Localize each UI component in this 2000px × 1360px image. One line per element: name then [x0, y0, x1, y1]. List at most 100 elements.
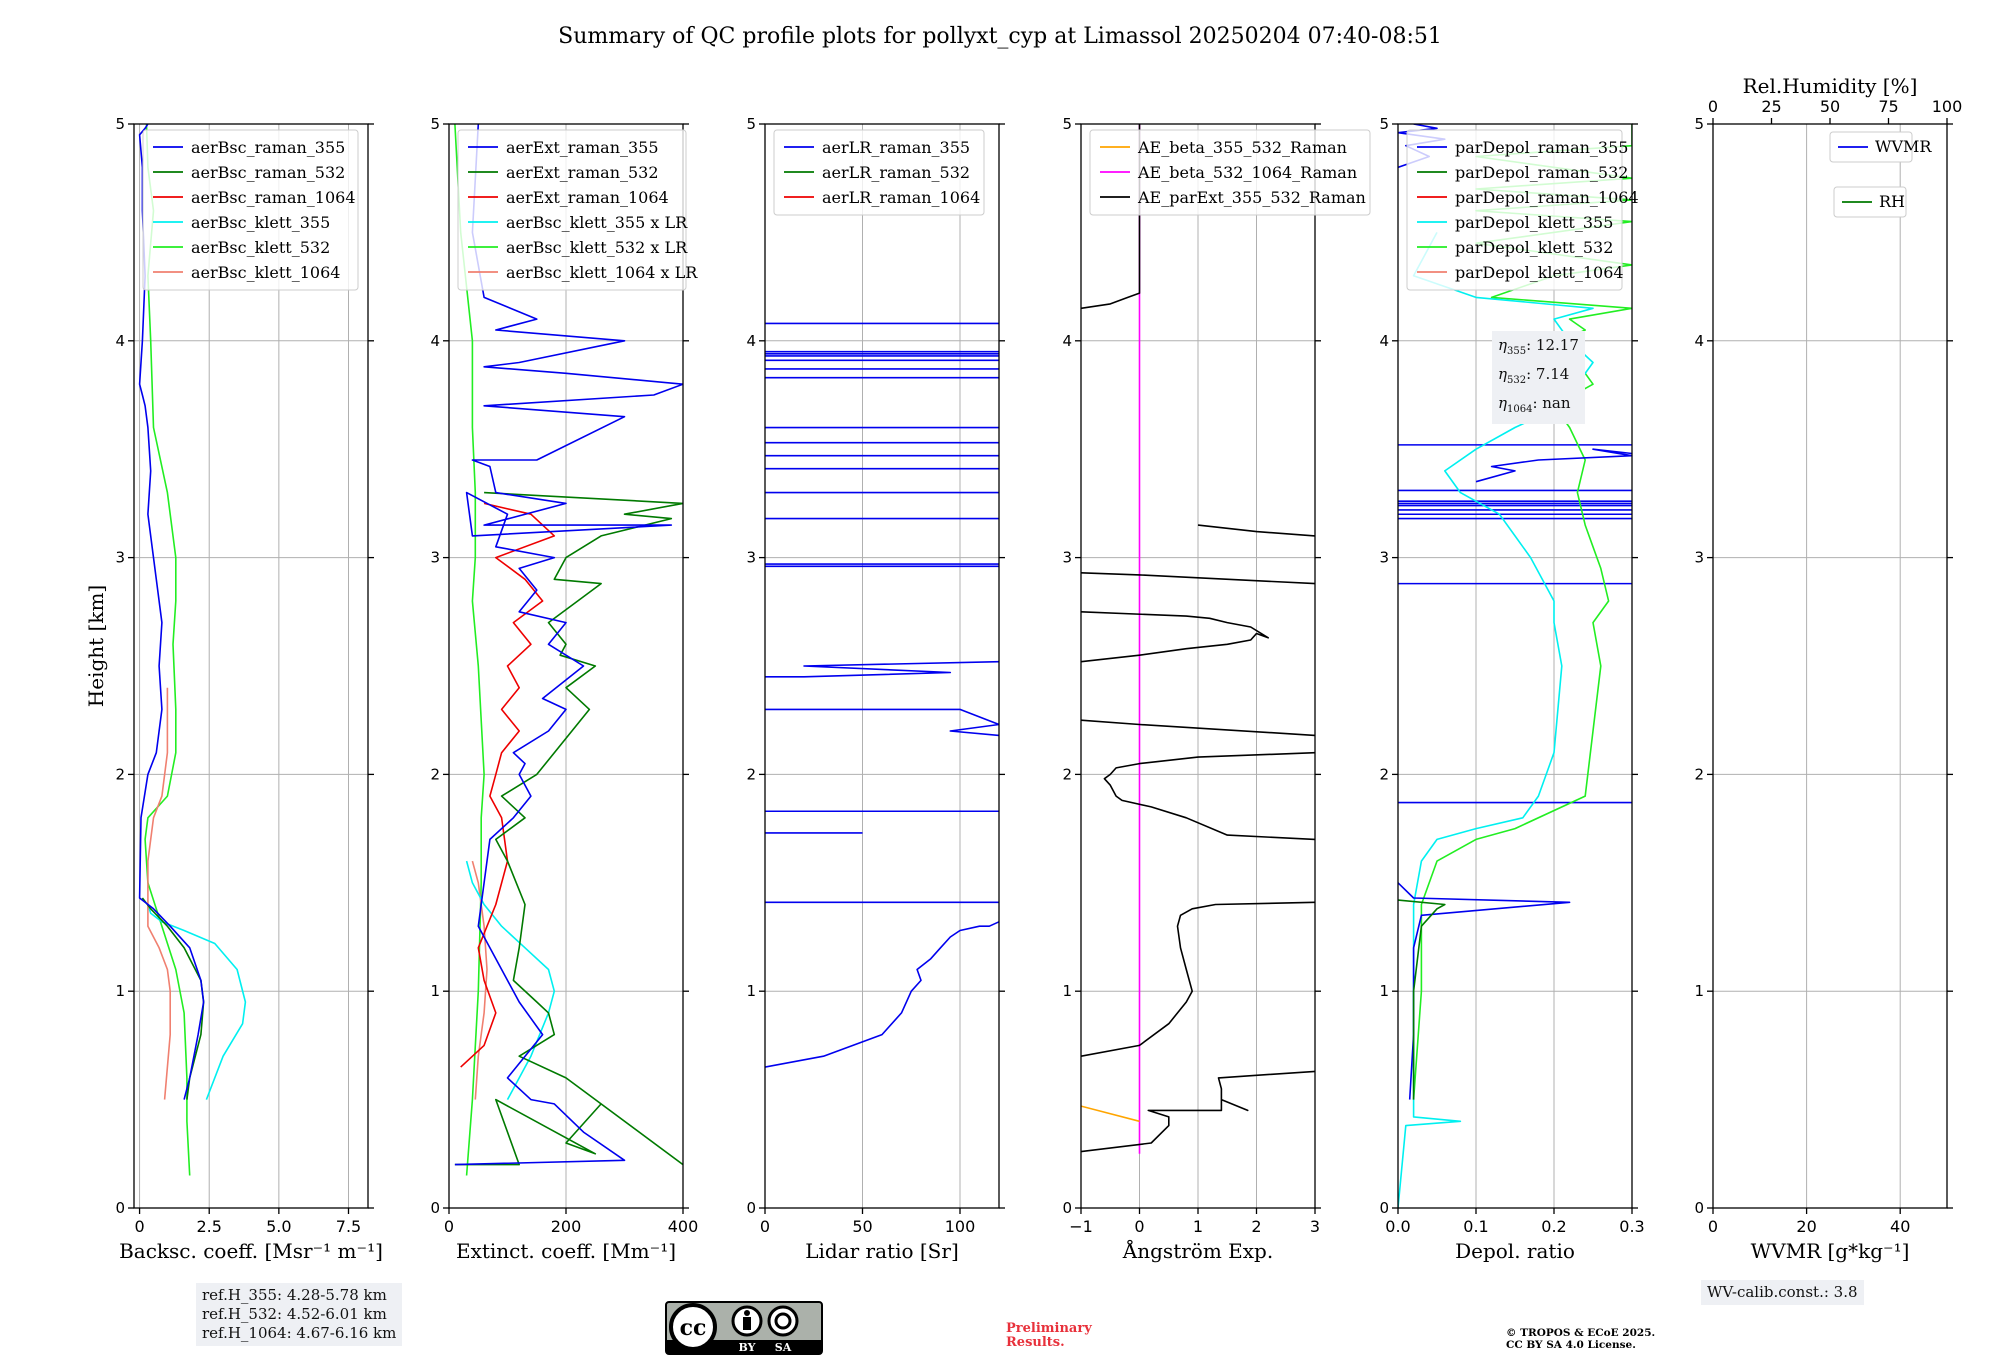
series-line-pardepol-raman-355: [1475, 448, 1632, 483]
legend-label: parDepol_raman_1064: [1455, 188, 1639, 207]
series-line-ae-parext-355-532-raman: [1081, 719, 1315, 737]
eta-532: η532: 7.14: [1498, 365, 1570, 386]
legend-depolarization: parDepol_raman_355 parDepol_raman_532 parD…: [1406, 129, 1639, 291]
sa-icon: [767, 1305, 799, 1337]
y-tick-label: 3: [430, 549, 440, 567]
x-tick-label: 0.3: [1619, 1217, 1644, 1236]
legend-label: aerBsc_klett_355: [191, 213, 330, 232]
top-tick-label: 50: [1820, 97, 1840, 116]
wv-calib-box: WV-calib.const.: 3.8: [1701, 1280, 1864, 1305]
x-tick-label: 50: [852, 1217, 872, 1236]
series-line-aerlr-raman-355: [765, 921, 999, 1068]
legend-label: aerBsc_klett_1064: [191, 263, 340, 282]
legend-label: aerBsc_klett_532 x LR: [506, 238, 688, 257]
ref-height-355: ref.H_355: 4.28-5.78 km: [202, 1286, 387, 1304]
x-tick-label: 5.0: [266, 1217, 291, 1236]
legend-label: parDepol_klett_355: [1455, 213, 1613, 232]
eta-1064-value: : nan: [1532, 394, 1571, 412]
y-tick-label: 1: [430, 982, 440, 1000]
y-tick-label: 2: [430, 765, 440, 783]
series-line-ae-parext-355-532-raman: [1081, 572, 1315, 585]
x-tick-label: 2.5: [196, 1217, 221, 1236]
y-tick-label: 2: [1694, 765, 1704, 783]
x-tick-label: 100: [945, 1217, 976, 1236]
legend-label: AE_beta_532_1064_Raman: [1137, 163, 1357, 182]
legend-label: aerExt_raman_1064: [506, 188, 669, 207]
legend-box: [1406, 129, 1623, 291]
ref-height-box: ref.H_355: 4.28-5.78 km ref.H_532: 4.52-…: [196, 1283, 403, 1346]
legend-lidar_ratio: aerLR_raman_355 aerLR_raman_532 aerLR_rama…: [773, 129, 985, 216]
eta-355-sub: 355: [1507, 346, 1527, 357]
legend-label: RH: [1879, 192, 1905, 211]
legend-label: aerBsc_raman_1064: [191, 188, 356, 207]
eta-355-value: : 12.17: [1526, 336, 1579, 354]
top-tick-label: 100: [1932, 97, 1963, 116]
y-tick-label: 2: [115, 765, 125, 783]
x-axis-label: Backsc. coeff. [Msr⁻¹ m⁻¹]: [119, 1239, 383, 1263]
top-tick-label: 25: [1761, 97, 1781, 116]
y-tick-label: 5: [1062, 115, 1072, 133]
legend-box: [142, 129, 359, 291]
y-tick-label: 1: [115, 982, 125, 1000]
legend-label: aerExt_raman_355: [506, 138, 659, 157]
x-axis-label: WVMR [g*kg⁻¹]: [1751, 1239, 1910, 1263]
eta-355: η355: 12.17: [1498, 336, 1579, 357]
plot-area-angstrom: [1081, 124, 1315, 1154]
y-tick-label: 1: [1694, 982, 1704, 1000]
eta-1064-sub: 1064: [1507, 404, 1533, 415]
axes-frame: [1397, 123, 1633, 1209]
legend-box: [457, 129, 687, 291]
y-tick-label: 4: [1379, 332, 1389, 350]
y-tick-label: 0: [746, 1199, 756, 1217]
legend-label: aerBsc_raman_532: [191, 163, 345, 182]
top-tick-label: 0: [1708, 97, 1718, 116]
sa-label: SA: [775, 1341, 792, 1354]
legend-label: AE_parExt_355_532_Raman: [1137, 188, 1366, 207]
axes-frame: [764, 123, 1000, 1209]
x-tick-label: 0: [134, 1217, 144, 1236]
y-tick-label: 0: [1694, 1199, 1704, 1217]
y-tick-label: 3: [115, 549, 125, 567]
preliminary-line-2: Results.: [1006, 1335, 1065, 1350]
y-tick-label: 3: [1062, 549, 1072, 567]
license-badge: cc BY SA: [665, 1301, 823, 1355]
legend-label: aerBsc_klett_532: [191, 238, 330, 257]
eta-532-sub: 532: [1507, 375, 1527, 386]
sa-icon-arrow: [774, 1312, 792, 1330]
preliminary-note: Preliminary Results.: [1006, 1322, 1092, 1350]
y-tick-label: 0: [1379, 1199, 1389, 1217]
x-tick-label: 40: [1890, 1217, 1910, 1236]
y-tick-label: 5: [1694, 115, 1704, 133]
x-tick-label: 400: [668, 1217, 699, 1236]
legend-backscatter: aerBsc_raman_355 aerBsc_raman_532 aerBsc_r…: [142, 129, 359, 291]
legend-label: aerExt_raman_532: [506, 163, 659, 182]
legend-wvmr: WVMR: [1829, 131, 1932, 163]
y-tick-label: 3: [746, 549, 756, 567]
y-tick-label: 5: [430, 115, 440, 133]
y-tick-label: 4: [430, 332, 440, 350]
x-axis-label: Extinct. coeff. [Mm⁻¹]: [456, 1239, 676, 1263]
y-tick-label: 0: [115, 1199, 125, 1217]
legend-label: AE_beta_355_532_Raman: [1137, 138, 1347, 157]
axes-frame: [1712, 123, 1948, 1209]
panel-depolarization: 0 1 2 3 4 5 0.0 0.1 0.2 0.3 Depol. ratio parDepol_r…: [1379, 115, 1644, 1263]
legend-box: [1829, 131, 1913, 163]
figure-title: Summary of QC profile plots for pollyxt_…: [558, 24, 1442, 49]
by-icon-body: [743, 1317, 751, 1330]
ref-height-1064: ref.H_1064: 4.67-6.16 km: [202, 1324, 397, 1342]
series-line-aerbsc-klett-355-x-lr: [465, 860, 556, 1100]
by-icon-head: [744, 1310, 750, 1316]
y-tick-label: 4: [115, 332, 125, 350]
y-tick-label: 5: [1379, 115, 1389, 133]
eta-532-value: : 7.14: [1526, 365, 1570, 383]
series-line-aerbsc-klett-1064: [147, 687, 171, 1100]
x-tick-label: 2: [1251, 1217, 1261, 1236]
series-line-aerext-raman-532: [454, 491, 683, 1166]
x-tick-label: 0.1: [1463, 1217, 1488, 1236]
y-tick-label: 4: [1694, 332, 1704, 350]
legend-label: aerLR_raman_1064: [822, 188, 980, 207]
series-line-ae-beta-355-532-raman: [1081, 1105, 1140, 1123]
legend-angstrom: AE_beta_355_532_Raman AE_beta_532_1064_Ra…: [1089, 129, 1371, 216]
by-label: BY: [739, 1341, 756, 1354]
